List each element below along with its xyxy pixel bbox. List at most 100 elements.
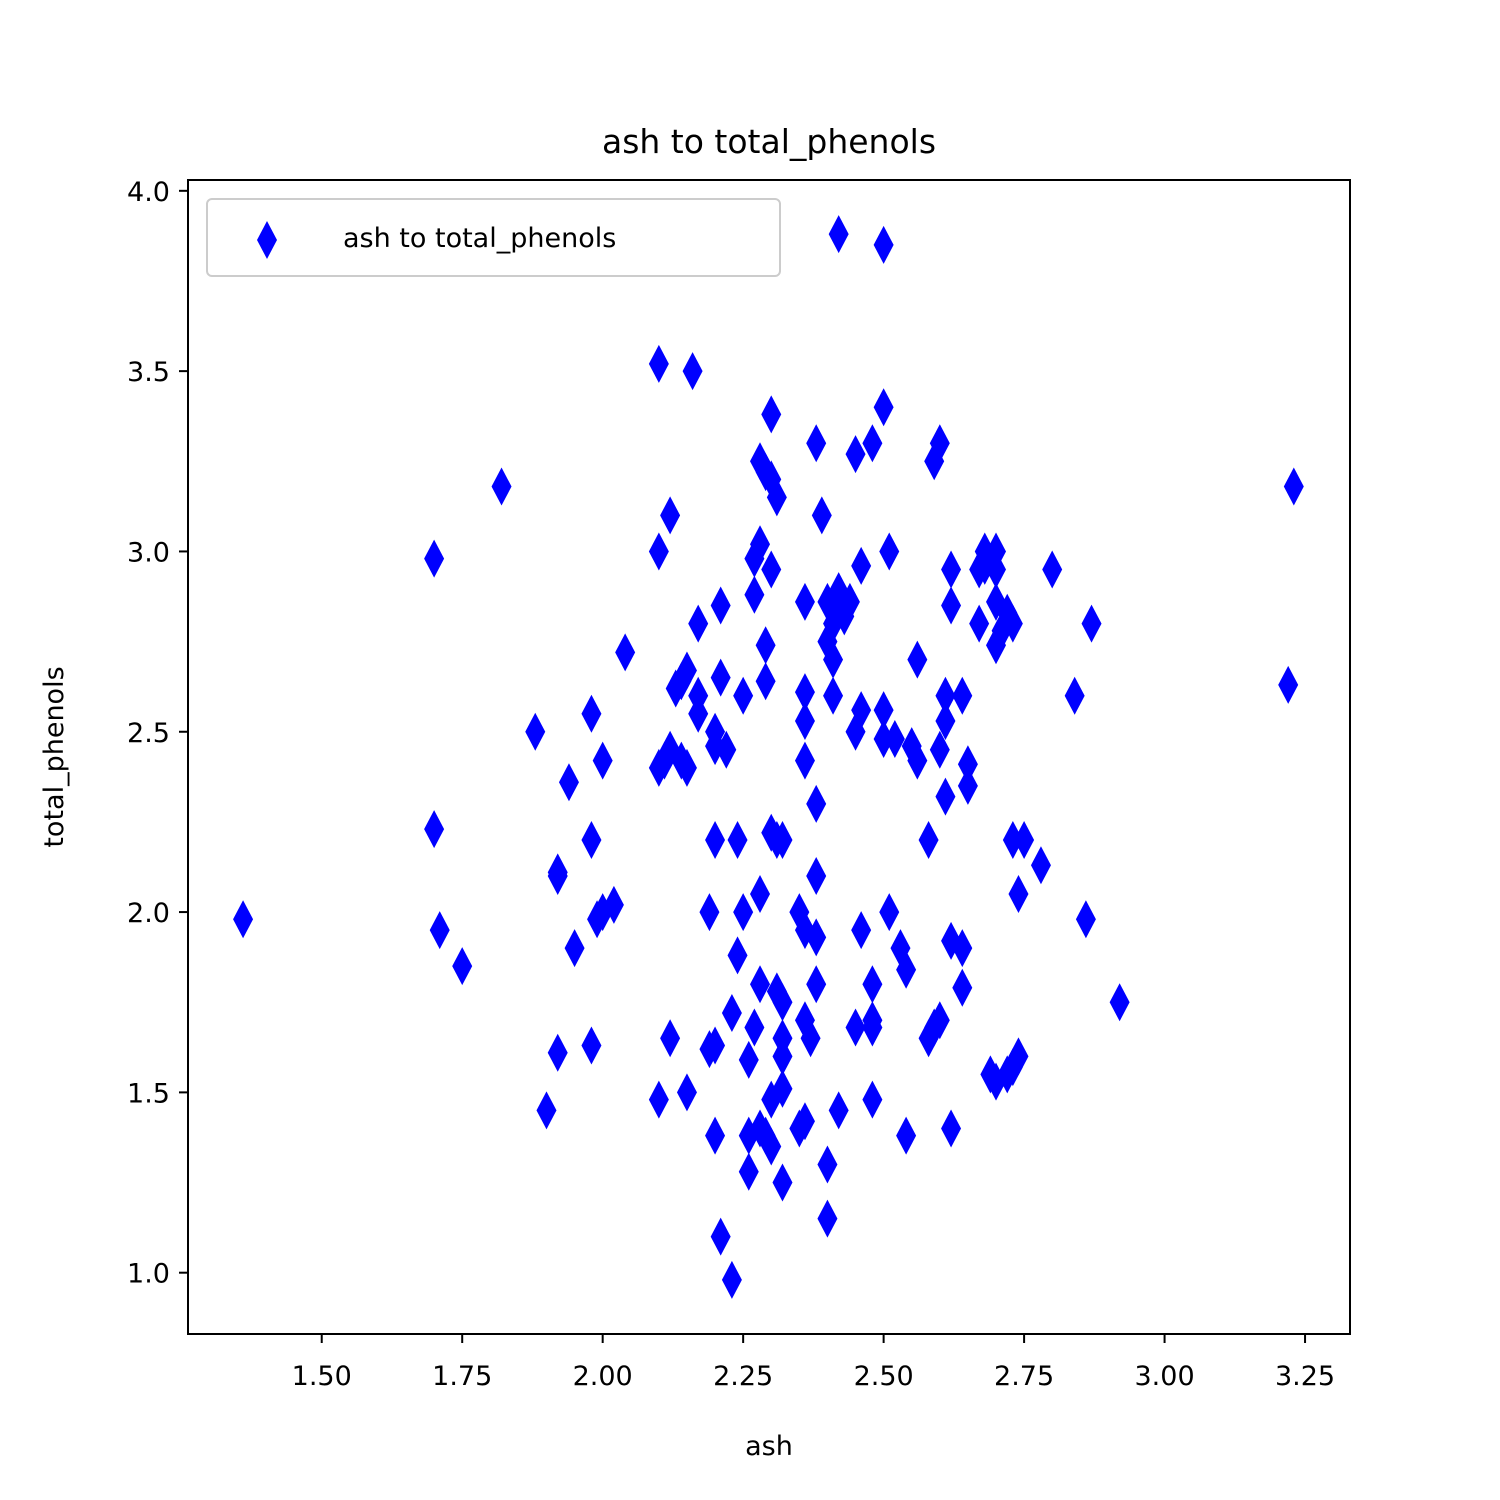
data-point [750, 525, 771, 564]
data-point [806, 965, 827, 1004]
data-point [547, 1033, 568, 1072]
data-point [957, 766, 978, 805]
data-point [688, 604, 709, 643]
data-point [862, 965, 883, 1004]
y-tick-label: 1.5 [127, 1078, 170, 1109]
data-point [952, 676, 973, 715]
data-point [688, 676, 709, 715]
data-point [761, 550, 782, 589]
plot-border [187, 179, 1351, 1335]
data-point [794, 673, 815, 712]
data-point [648, 1080, 669, 1119]
data-point [817, 1145, 838, 1184]
data-point [941, 586, 962, 625]
data-point [879, 893, 900, 932]
y-tick-label: 4.0 [127, 177, 170, 208]
data-point [721, 994, 742, 1033]
data-point [603, 885, 624, 924]
data-point [879, 532, 900, 571]
data-point [794, 701, 815, 740]
data-point [845, 435, 866, 474]
data-point [772, 1163, 793, 1202]
data-point [800, 1019, 821, 1058]
data-point [884, 719, 905, 758]
data-point [1064, 676, 1085, 715]
data-point [851, 546, 872, 585]
data-point [558, 763, 579, 802]
data-point [750, 965, 771, 1004]
x-tick-label: 2.75 [994, 1361, 1054, 1392]
data-point [727, 936, 748, 975]
data-point [896, 1116, 917, 1155]
data-point [676, 748, 697, 787]
data-point [918, 820, 939, 859]
data-point [733, 893, 754, 932]
data-point [862, 1080, 883, 1119]
data-point [873, 691, 894, 730]
data-point [581, 1026, 602, 1065]
data-point [491, 467, 512, 506]
data-point [941, 1109, 962, 1148]
data-point [896, 950, 917, 989]
plot-area [187, 179, 1351, 1335]
data-point [710, 658, 731, 697]
data-point [660, 1019, 681, 1058]
x-tick-label: 2.25 [713, 1361, 773, 1392]
data-point [817, 1199, 838, 1238]
data-point [733, 676, 754, 715]
data-point [823, 640, 844, 679]
data-point [424, 810, 445, 849]
x-axis-ticks: 1.50 1.75 2.00 2.25 2.50 2.75 3.00 3.25 [292, 1334, 1335, 1392]
data-point [738, 1152, 759, 1191]
data-point [935, 777, 956, 816]
data-point [806, 918, 827, 957]
data-point [794, 582, 815, 621]
x-tick-label: 3.25 [1275, 1361, 1335, 1392]
data-point [1283, 467, 1304, 506]
data-point [873, 225, 894, 264]
y-tick-label: 3.0 [127, 537, 170, 568]
data-point [705, 820, 726, 859]
data-point [429, 911, 450, 950]
data-point [660, 496, 681, 535]
data-point [716, 730, 737, 769]
data-point [755, 662, 776, 701]
data-point [648, 532, 669, 571]
data-point [750, 875, 771, 914]
y-tick-label: 2.5 [127, 718, 170, 749]
legend-marker [257, 221, 277, 259]
data-point [564, 929, 585, 968]
data-point [1008, 1037, 1029, 1076]
data-point [452, 947, 473, 986]
data-point [929, 1001, 950, 1040]
data-point [525, 712, 546, 751]
data-point [727, 820, 748, 859]
data-point [744, 1008, 765, 1047]
legend-box [206, 198, 781, 277]
data-point [766, 478, 787, 517]
data-point [721, 1260, 742, 1299]
data-point [929, 424, 950, 463]
data-point [581, 820, 602, 859]
data-point [581, 694, 602, 733]
data-point [806, 784, 827, 823]
data-point [794, 741, 815, 780]
y-axis-label: total_phenols [39, 666, 70, 847]
data-point [676, 651, 697, 690]
data-point [873, 719, 894, 758]
y-tick-label: 2.0 [127, 898, 170, 929]
data-point [907, 640, 928, 679]
legend: ash to total_phenols [206, 198, 781, 277]
data-point [705, 1116, 726, 1155]
data-point [952, 968, 973, 1007]
x-tick-label: 1.75 [432, 1361, 492, 1392]
data-point [823, 676, 844, 715]
data-point [935, 676, 956, 715]
data-point [1008, 875, 1029, 914]
data-point [772, 1069, 793, 1108]
data-point [1014, 820, 1035, 859]
data-point [969, 604, 990, 643]
data-point [761, 1127, 782, 1166]
data-point [755, 626, 776, 665]
